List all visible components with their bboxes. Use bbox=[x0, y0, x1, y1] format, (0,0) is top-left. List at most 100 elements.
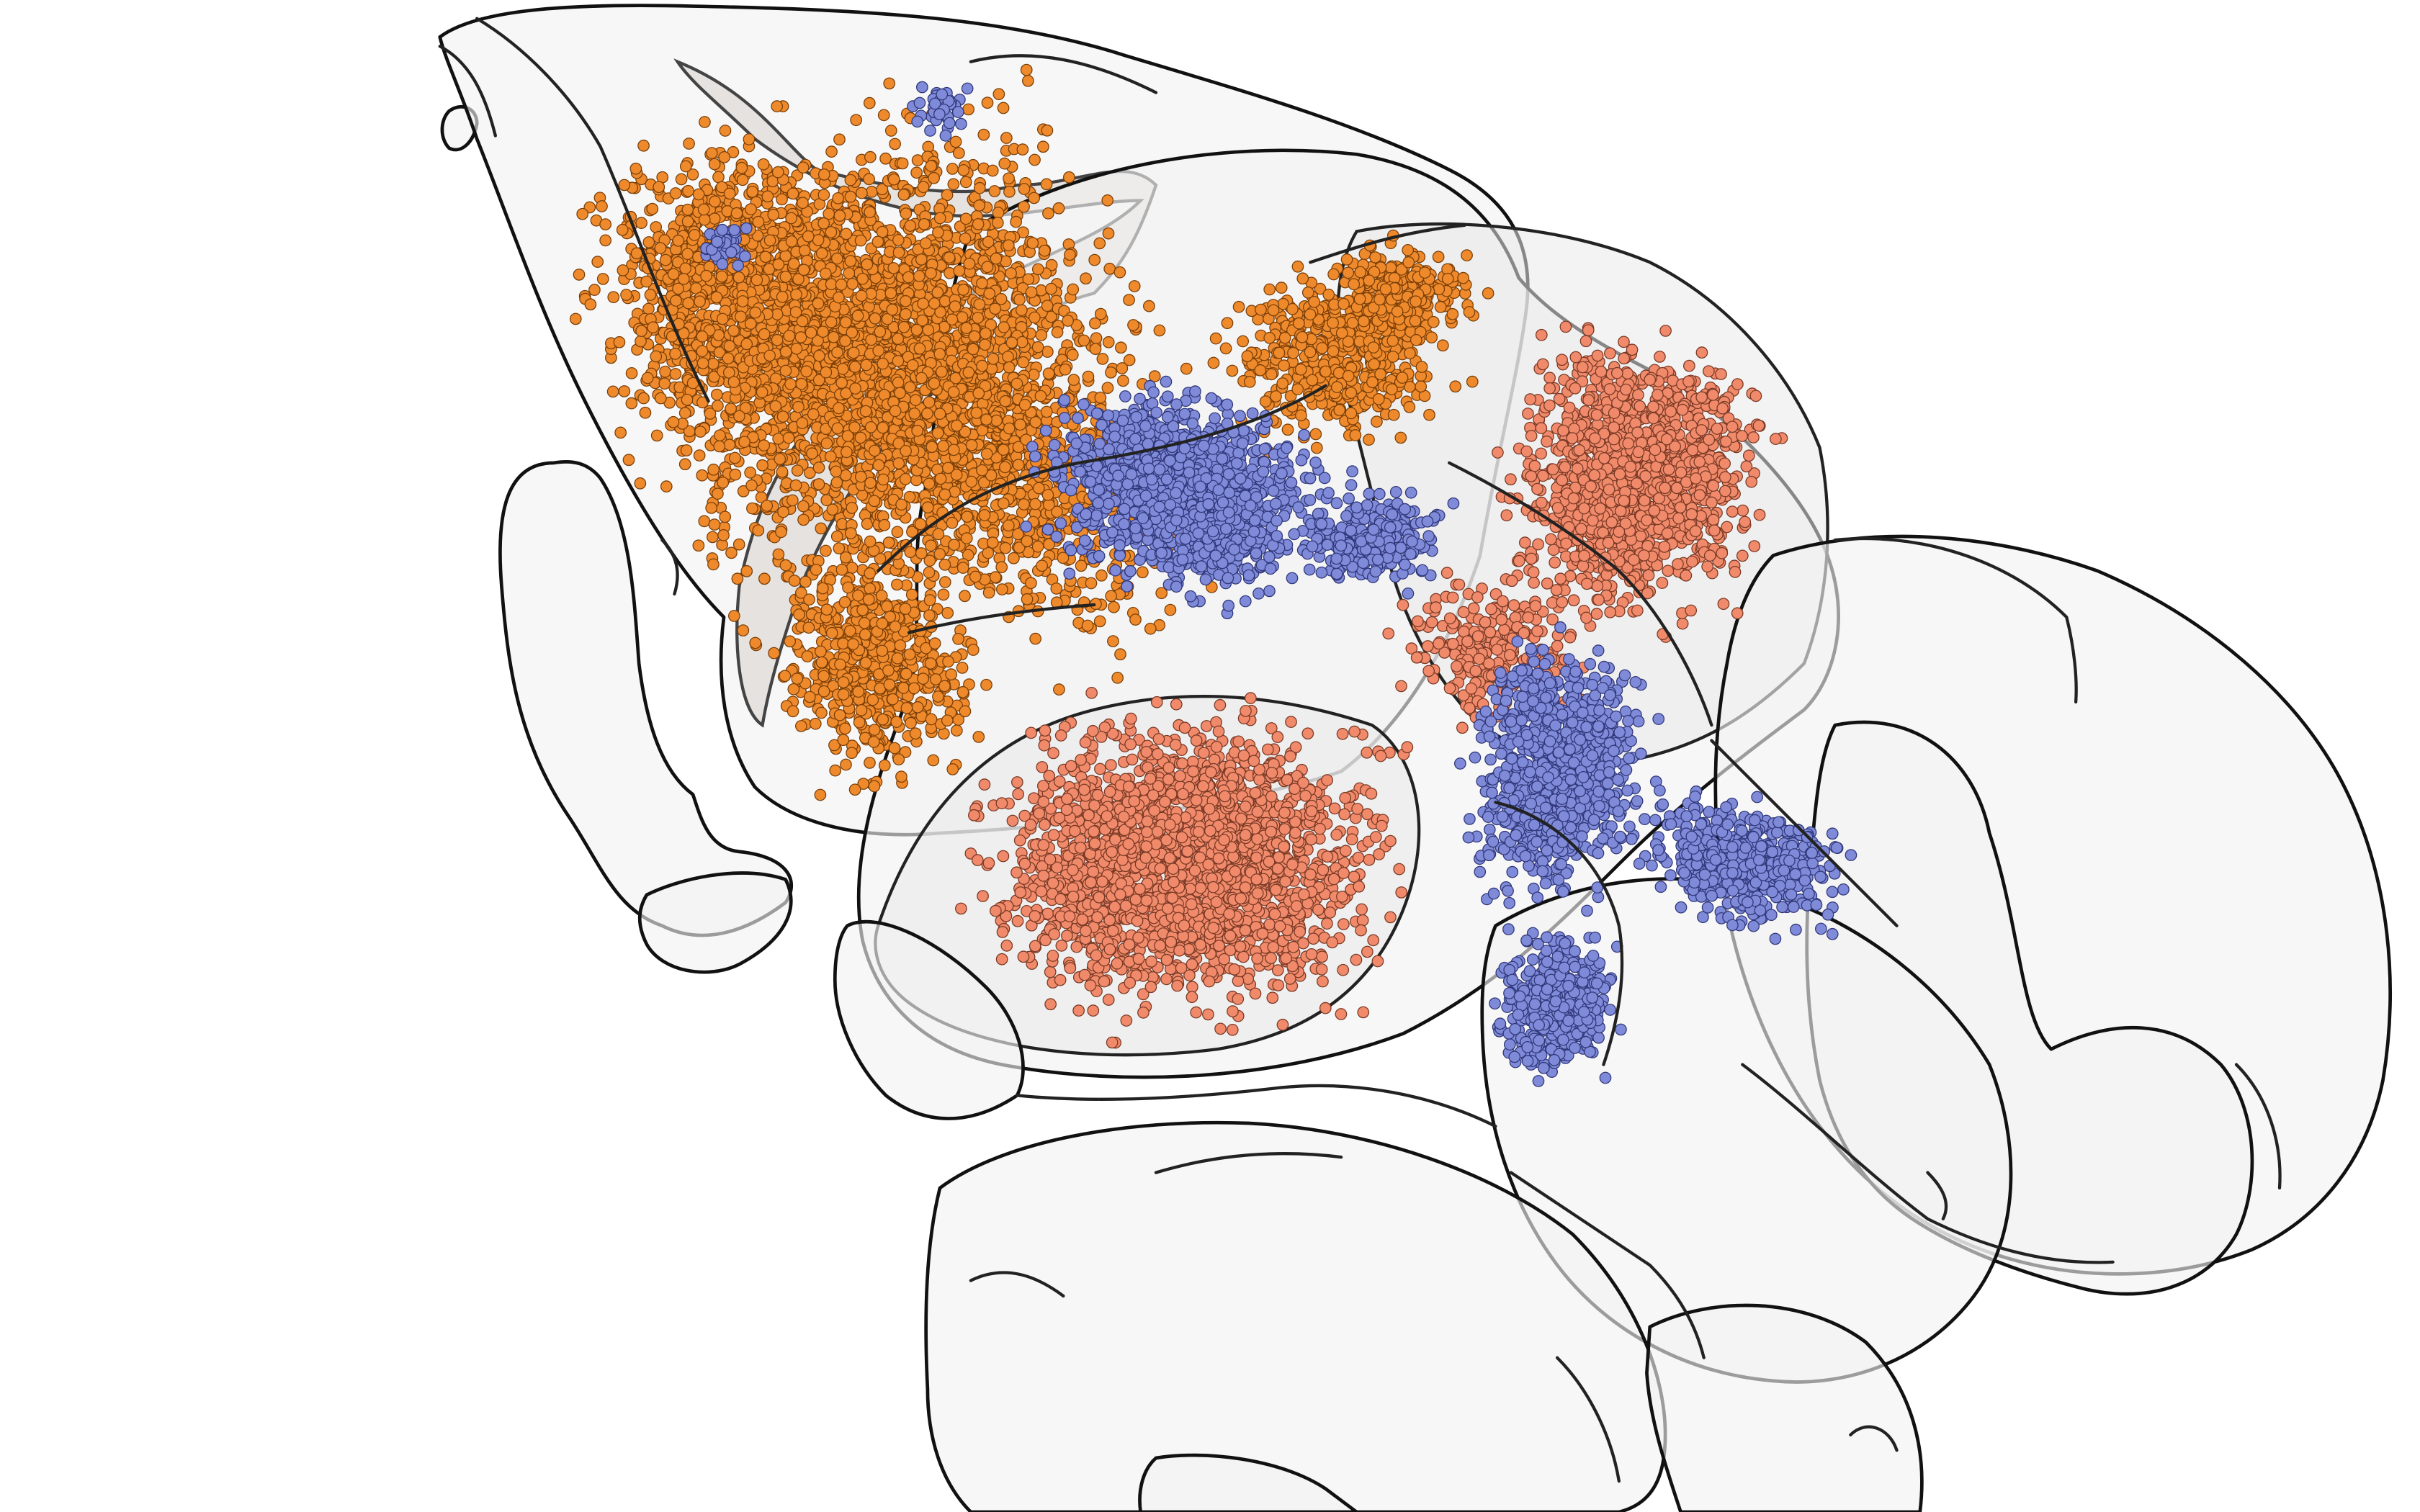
cell-point bbox=[887, 173, 900, 186]
cell-point bbox=[789, 479, 802, 492]
cell-point bbox=[679, 160, 692, 173]
cell-point bbox=[969, 570, 982, 583]
cell-point bbox=[779, 346, 792, 358]
cell-point bbox=[915, 372, 928, 384]
cell-point bbox=[1128, 280, 1141, 292]
cell-point bbox=[852, 589, 864, 602]
cell-point bbox=[997, 497, 1010, 510]
cell-point bbox=[997, 444, 1010, 456]
cell-point bbox=[758, 328, 771, 341]
cell-point bbox=[931, 427, 944, 439]
cell-point bbox=[891, 526, 904, 539]
cell-point bbox=[817, 582, 829, 595]
cell-point bbox=[681, 393, 694, 406]
cell-point bbox=[995, 561, 1008, 574]
cell-point bbox=[863, 173, 875, 186]
cell-point bbox=[923, 566, 936, 579]
cell-point bbox=[679, 262, 691, 275]
cell-point bbox=[1101, 382, 1114, 395]
cell-point bbox=[655, 392, 667, 405]
cell-point bbox=[856, 272, 869, 285]
cell-point bbox=[1102, 227, 1115, 240]
cell-point bbox=[798, 244, 811, 257]
cell-point bbox=[682, 184, 694, 197]
cell-point bbox=[998, 321, 1010, 333]
cell-point bbox=[942, 655, 954, 668]
cell-point bbox=[843, 624, 856, 637]
cell-point bbox=[718, 151, 730, 163]
cell-point bbox=[1035, 329, 1048, 341]
cell-point bbox=[833, 210, 846, 222]
cell-point bbox=[869, 444, 881, 457]
cell-point bbox=[817, 217, 830, 230]
cell-point bbox=[894, 387, 906, 400]
cell-point bbox=[863, 96, 876, 109]
cell-point bbox=[669, 347, 681, 360]
cell-point bbox=[967, 644, 980, 656]
cell-point bbox=[672, 282, 684, 295]
cell-point bbox=[710, 388, 723, 401]
cell-point bbox=[864, 206, 877, 218]
cell-point bbox=[779, 670, 792, 683]
cell-point bbox=[833, 708, 846, 721]
cell-point bbox=[1037, 140, 1049, 153]
cell-point bbox=[917, 672, 929, 685]
cell-point bbox=[629, 162, 642, 175]
cell-point bbox=[740, 564, 753, 577]
cell-point bbox=[709, 195, 721, 208]
cell-point bbox=[797, 197, 809, 210]
cell-point bbox=[635, 325, 647, 337]
cell-point bbox=[976, 464, 988, 477]
cell-point bbox=[864, 477, 877, 490]
cell-point bbox=[851, 310, 864, 322]
basal-forebrain-mesh bbox=[833, 919, 1025, 1120]
cell-point bbox=[804, 467, 816, 480]
cell-point bbox=[707, 558, 720, 571]
cell-point bbox=[1085, 577, 1098, 590]
cell-point bbox=[692, 539, 705, 552]
cell-point bbox=[837, 676, 850, 688]
cell-point bbox=[999, 461, 1011, 474]
cell-point bbox=[752, 524, 765, 537]
cell-point bbox=[956, 685, 969, 698]
cell-detection-points bbox=[569, 63, 1857, 1087]
cell-point bbox=[825, 278, 838, 291]
cell-point bbox=[717, 476, 730, 489]
cell-point bbox=[1137, 566, 1149, 579]
cell-point bbox=[953, 147, 965, 159]
cell-point bbox=[919, 237, 932, 250]
cell-point bbox=[904, 220, 917, 232]
cell-point bbox=[573, 269, 586, 281]
cell-point bbox=[989, 302, 1002, 315]
cell-point bbox=[682, 297, 695, 310]
cell-point bbox=[878, 518, 891, 531]
cell-point bbox=[802, 621, 815, 634]
cell-point bbox=[776, 290, 789, 303]
cell-point bbox=[729, 468, 742, 481]
cell-point bbox=[1028, 153, 1041, 166]
cell-point bbox=[728, 610, 740, 622]
cell-point bbox=[872, 344, 885, 357]
cell-point bbox=[833, 133, 846, 146]
cell-point bbox=[1101, 194, 1114, 207]
cell-point bbox=[831, 346, 843, 359]
cell-point bbox=[831, 422, 844, 435]
cell-point bbox=[835, 563, 848, 576]
cell-point bbox=[830, 530, 843, 543]
cell-point bbox=[937, 440, 949, 452]
cell-point bbox=[588, 284, 601, 296]
cell-point bbox=[1105, 366, 1117, 379]
cell-point bbox=[637, 392, 650, 405]
cell-point bbox=[988, 185, 1001, 197]
cell-point bbox=[1207, 356, 1220, 369]
cell-point bbox=[947, 386, 960, 398]
cell-point bbox=[659, 253, 672, 266]
cell-point bbox=[835, 278, 848, 291]
cell-point bbox=[634, 477, 647, 490]
cell-point bbox=[620, 289, 632, 301]
cell-point bbox=[878, 759, 891, 772]
cell-point bbox=[817, 670, 830, 683]
cell-point bbox=[1180, 362, 1193, 375]
cell-point bbox=[980, 678, 992, 691]
cell-point bbox=[1094, 391, 1107, 404]
